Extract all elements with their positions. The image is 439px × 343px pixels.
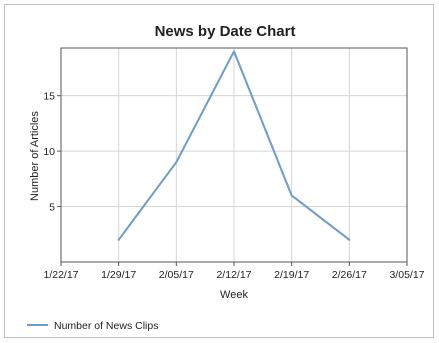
data-point: [233, 50, 235, 53]
chart-title: News by Date Chart: [155, 23, 296, 40]
x-tick-label: 2/12/17: [216, 269, 251, 281]
series-layer: [117, 50, 351, 241]
data-point: [117, 238, 120, 241]
y-tick-label: 15: [43, 91, 55, 103]
grid: [61, 48, 407, 262]
x-tick-label: 2/05/17: [159, 269, 194, 281]
y-tick-label: 10: [43, 146, 55, 158]
y-axis-ticks: 5 10 15: [43, 91, 61, 214]
y-tick-label: 5: [49, 202, 55, 214]
x-tick-label: 2/19/17: [274, 269, 309, 281]
data-point: [175, 161, 178, 164]
x-tick-label: 3/05/17: [389, 269, 424, 281]
x-axis-label: Week: [220, 289, 248, 301]
data-point: [290, 194, 293, 197]
y-axis-label: Number of Articles: [29, 111, 41, 201]
data-point: [348, 238, 351, 241]
legend: Number of News Clips: [27, 320, 158, 332]
x-tick-label: 2/26/17: [332, 269, 367, 281]
x-tick-label: 1/22/17: [43, 269, 78, 281]
x-axis-ticks: 1/22/17 1/29/17 2/05/17 2/12/17 2/19/17 2/26/…: [43, 262, 425, 281]
x-tick-label: 1/29/17: [101, 269, 136, 281]
chart-frame: [4, 4, 434, 338]
legend-label: Number of News Clips: [54, 320, 158, 332]
